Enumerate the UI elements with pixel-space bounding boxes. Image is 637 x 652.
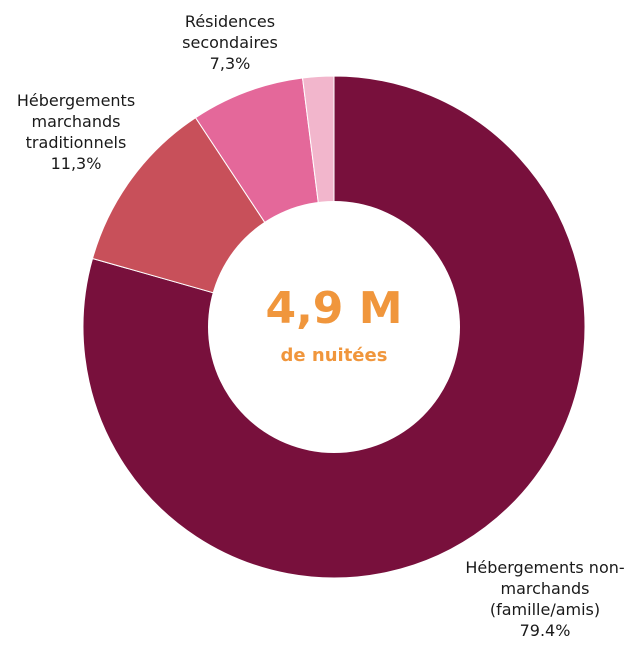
slice-label-line: 11,3% bbox=[51, 154, 102, 173]
slice-label-line: secondaires bbox=[182, 33, 278, 52]
slice-label-non-marchands: Hébergements non-marchands (famille/amis)… bbox=[465, 558, 624, 640]
slice-label-line: Hébergements bbox=[17, 91, 135, 110]
slice-label-line: Hébergements non- bbox=[465, 558, 624, 577]
slice-label-line: 79.4% bbox=[520, 621, 571, 640]
center-total-value: 4,9 M bbox=[265, 283, 402, 334]
slice-label-line: marchands bbox=[501, 579, 590, 598]
slice-label-line: traditionnels bbox=[26, 133, 127, 152]
slice-label-residences-secondaires: Résidences secondaires 7,3% bbox=[182, 12, 278, 73]
slice-labels: Hébergements non-marchands (famille/amis)… bbox=[17, 12, 625, 640]
slice-label-line: marchands bbox=[32, 112, 121, 131]
donut-hole bbox=[208, 201, 460, 453]
center-total-label: de nuitées bbox=[281, 345, 388, 366]
slice-label-line: 7,3% bbox=[210, 54, 251, 73]
slice-label-marchands-traditionnels: Hébergements marchands traditionnels 11,3% bbox=[17, 91, 135, 173]
slice-label-line: (famille/amis) bbox=[490, 600, 600, 619]
slice-label-line: Résidences bbox=[185, 12, 275, 31]
